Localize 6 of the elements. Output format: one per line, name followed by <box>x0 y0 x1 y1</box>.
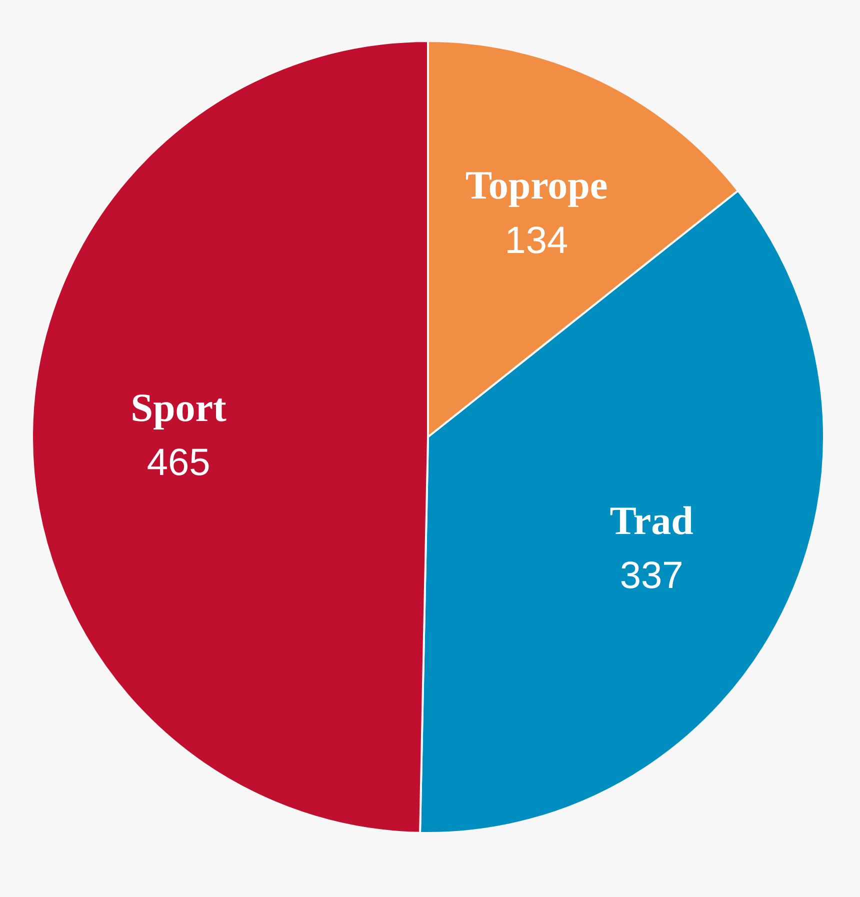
slice-label: Sport <box>130 384 227 430</box>
slice-label: Toprope <box>465 162 608 208</box>
data-label: 337 <box>620 555 684 598</box>
data-label: 465 <box>146 442 210 484</box>
slice-label: Trad <box>610 498 694 544</box>
data-label: 134 <box>504 220 568 262</box>
